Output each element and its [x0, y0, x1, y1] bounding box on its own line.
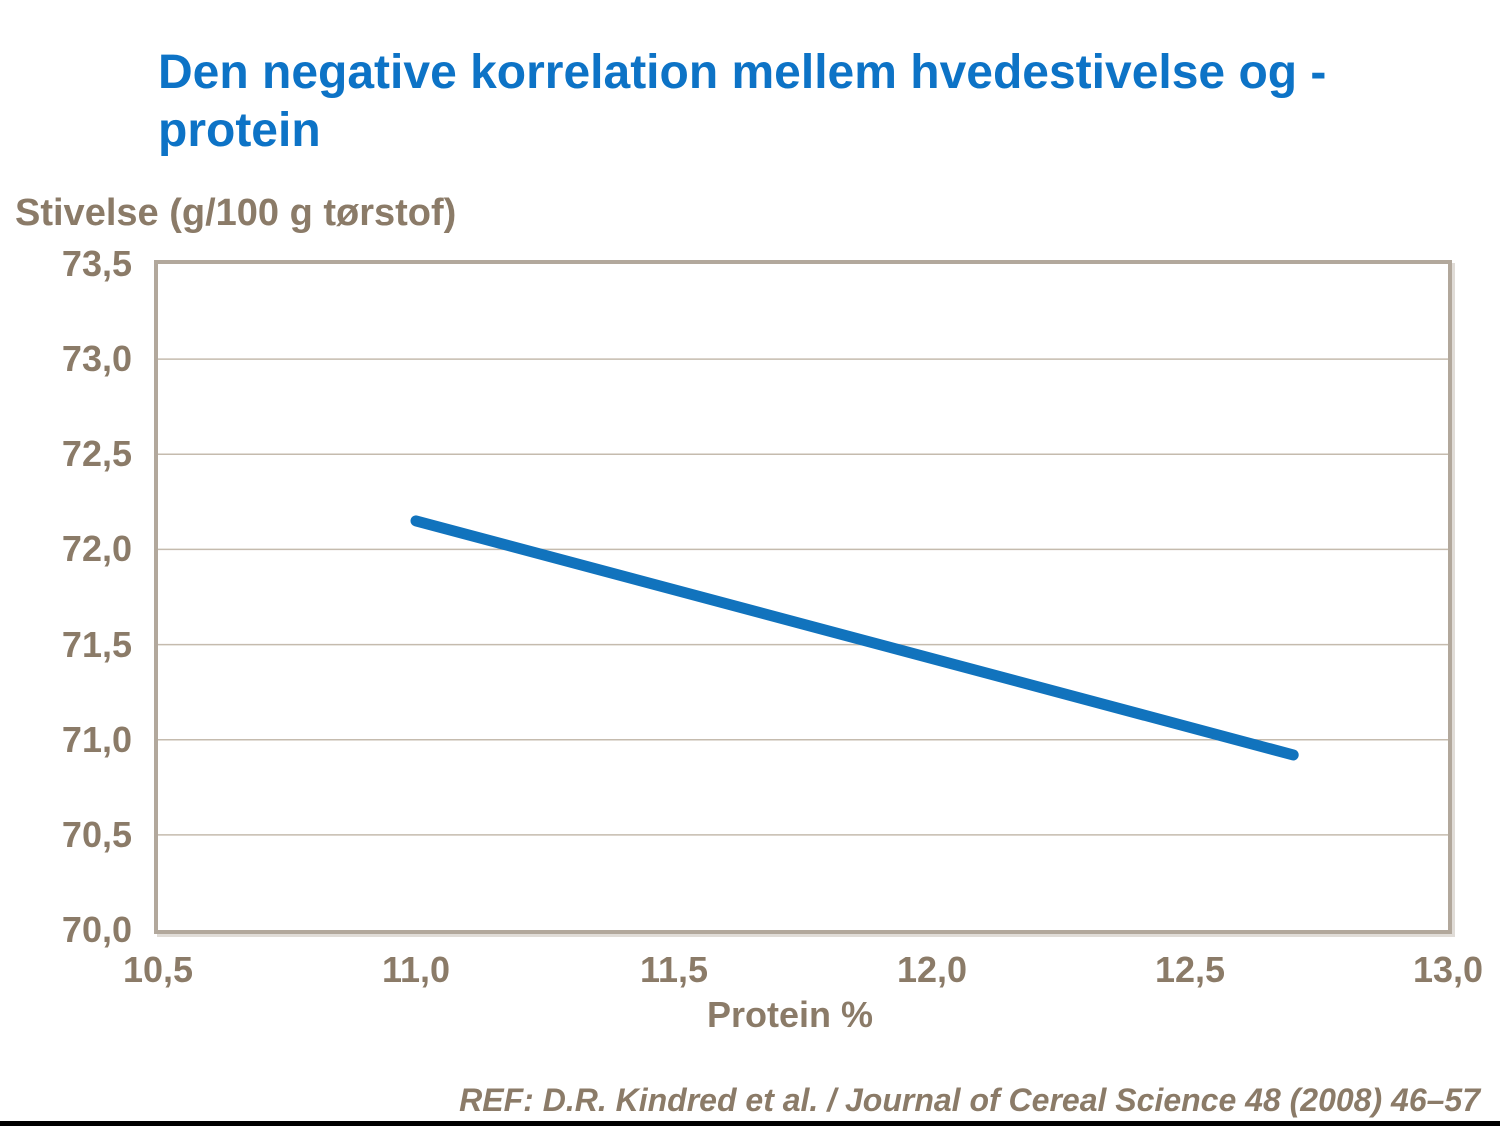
y-tick-label: 72,5 — [61, 433, 132, 475]
x-tick-label: 12,5 — [1154, 949, 1226, 990]
x-tick-label: 11,0 — [381, 949, 451, 990]
plot-svg — [158, 358, 1448, 836]
bottom-rule — [0, 1121, 1500, 1126]
x-axis-title-label: Protein % — [706, 994, 874, 1035]
reference-text: REF: D.R. Kindred et al. / Journal of Ce… — [459, 1082, 1480, 1118]
y-tick-label: 72,0 — [61, 528, 132, 570]
regression-line — [410, 515, 1299, 761]
y-tick-label: 70,0 — [61, 909, 132, 950]
y-tick-label: 71,5 — [61, 623, 132, 665]
chart-title: Den negative korrelation mellem hvedesti… — [158, 44, 1458, 160]
x-tick-label: 11,5 — [639, 949, 709, 990]
x-tick-label: 10,5 — [122, 949, 194, 990]
x-tick-label: 12,0 — [896, 949, 968, 990]
chart-title-line1: Den negative korrelation mellem hvedesti… — [158, 46, 1327, 99]
x-tick-label: 13,0 — [1412, 949, 1484, 990]
y-tick-label: 73,5 — [61, 243, 132, 284]
y-tick-label: 71,0 — [61, 718, 132, 760]
y-axis-title-label: Stivelse (g/100 g tørstof) — [15, 192, 457, 234]
y-tick-label: 70,5 — [61, 813, 132, 855]
plot-area — [154, 260, 1452, 934]
chart-title-line2: protein — [158, 104, 321, 157]
y-tick-label: 73,0 — [61, 338, 132, 380]
